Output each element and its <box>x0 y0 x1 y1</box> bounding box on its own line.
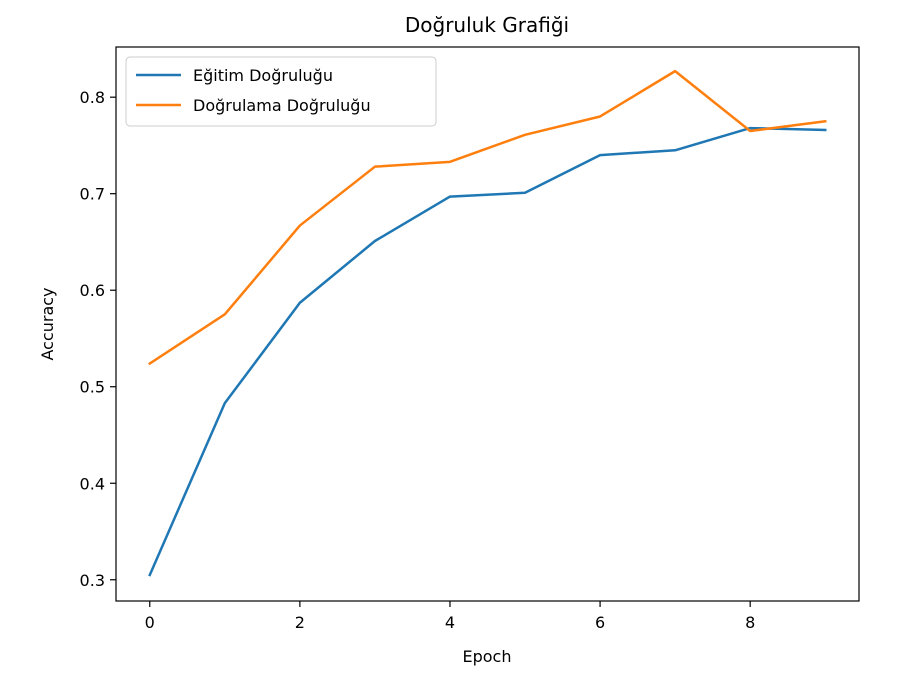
legend: Eğitim Doğruluğu Doğrulama Doğruluğu <box>125 56 437 127</box>
plot-frame <box>115 46 860 602</box>
legend-label-training: Eğitim Doğruluğu <box>193 66 333 85</box>
x-tick-label: 0 <box>145 613 155 632</box>
x-axis-ticks: 0 2 4 6 8 <box>145 601 755 632</box>
x-tick-label: 2 <box>295 613 305 632</box>
y-tick-label: 0.6 <box>80 281 105 300</box>
series-line-0 <box>148 126 827 577</box>
x-axis-label: Epoch <box>463 647 512 666</box>
legend-box <box>125 56 437 127</box>
chart-title: Doğruluk Grafiği <box>405 13 569 37</box>
y-tick-label: 0.7 <box>80 185 105 204</box>
plot-lines <box>148 69 827 577</box>
x-tick-label: 8 <box>745 613 755 632</box>
legend-label-validation: Doğrulama Doğruluğu <box>193 96 371 115</box>
y-axis-label: Accuracy <box>38 287 57 360</box>
x-tick-label: 4 <box>445 613 455 632</box>
y-tick-label: 0.4 <box>80 474 105 493</box>
y-tick-label: 0.5 <box>80 378 105 397</box>
y-tick-label: 0.3 <box>80 571 105 590</box>
series-line-1 <box>148 69 827 366</box>
y-tick-label: 0.8 <box>80 88 105 107</box>
y-axis-ticks: 0.3 0.4 0.5 0.6 0.7 0.8 <box>80 88 116 590</box>
x-tick-label: 6 <box>595 613 605 632</box>
